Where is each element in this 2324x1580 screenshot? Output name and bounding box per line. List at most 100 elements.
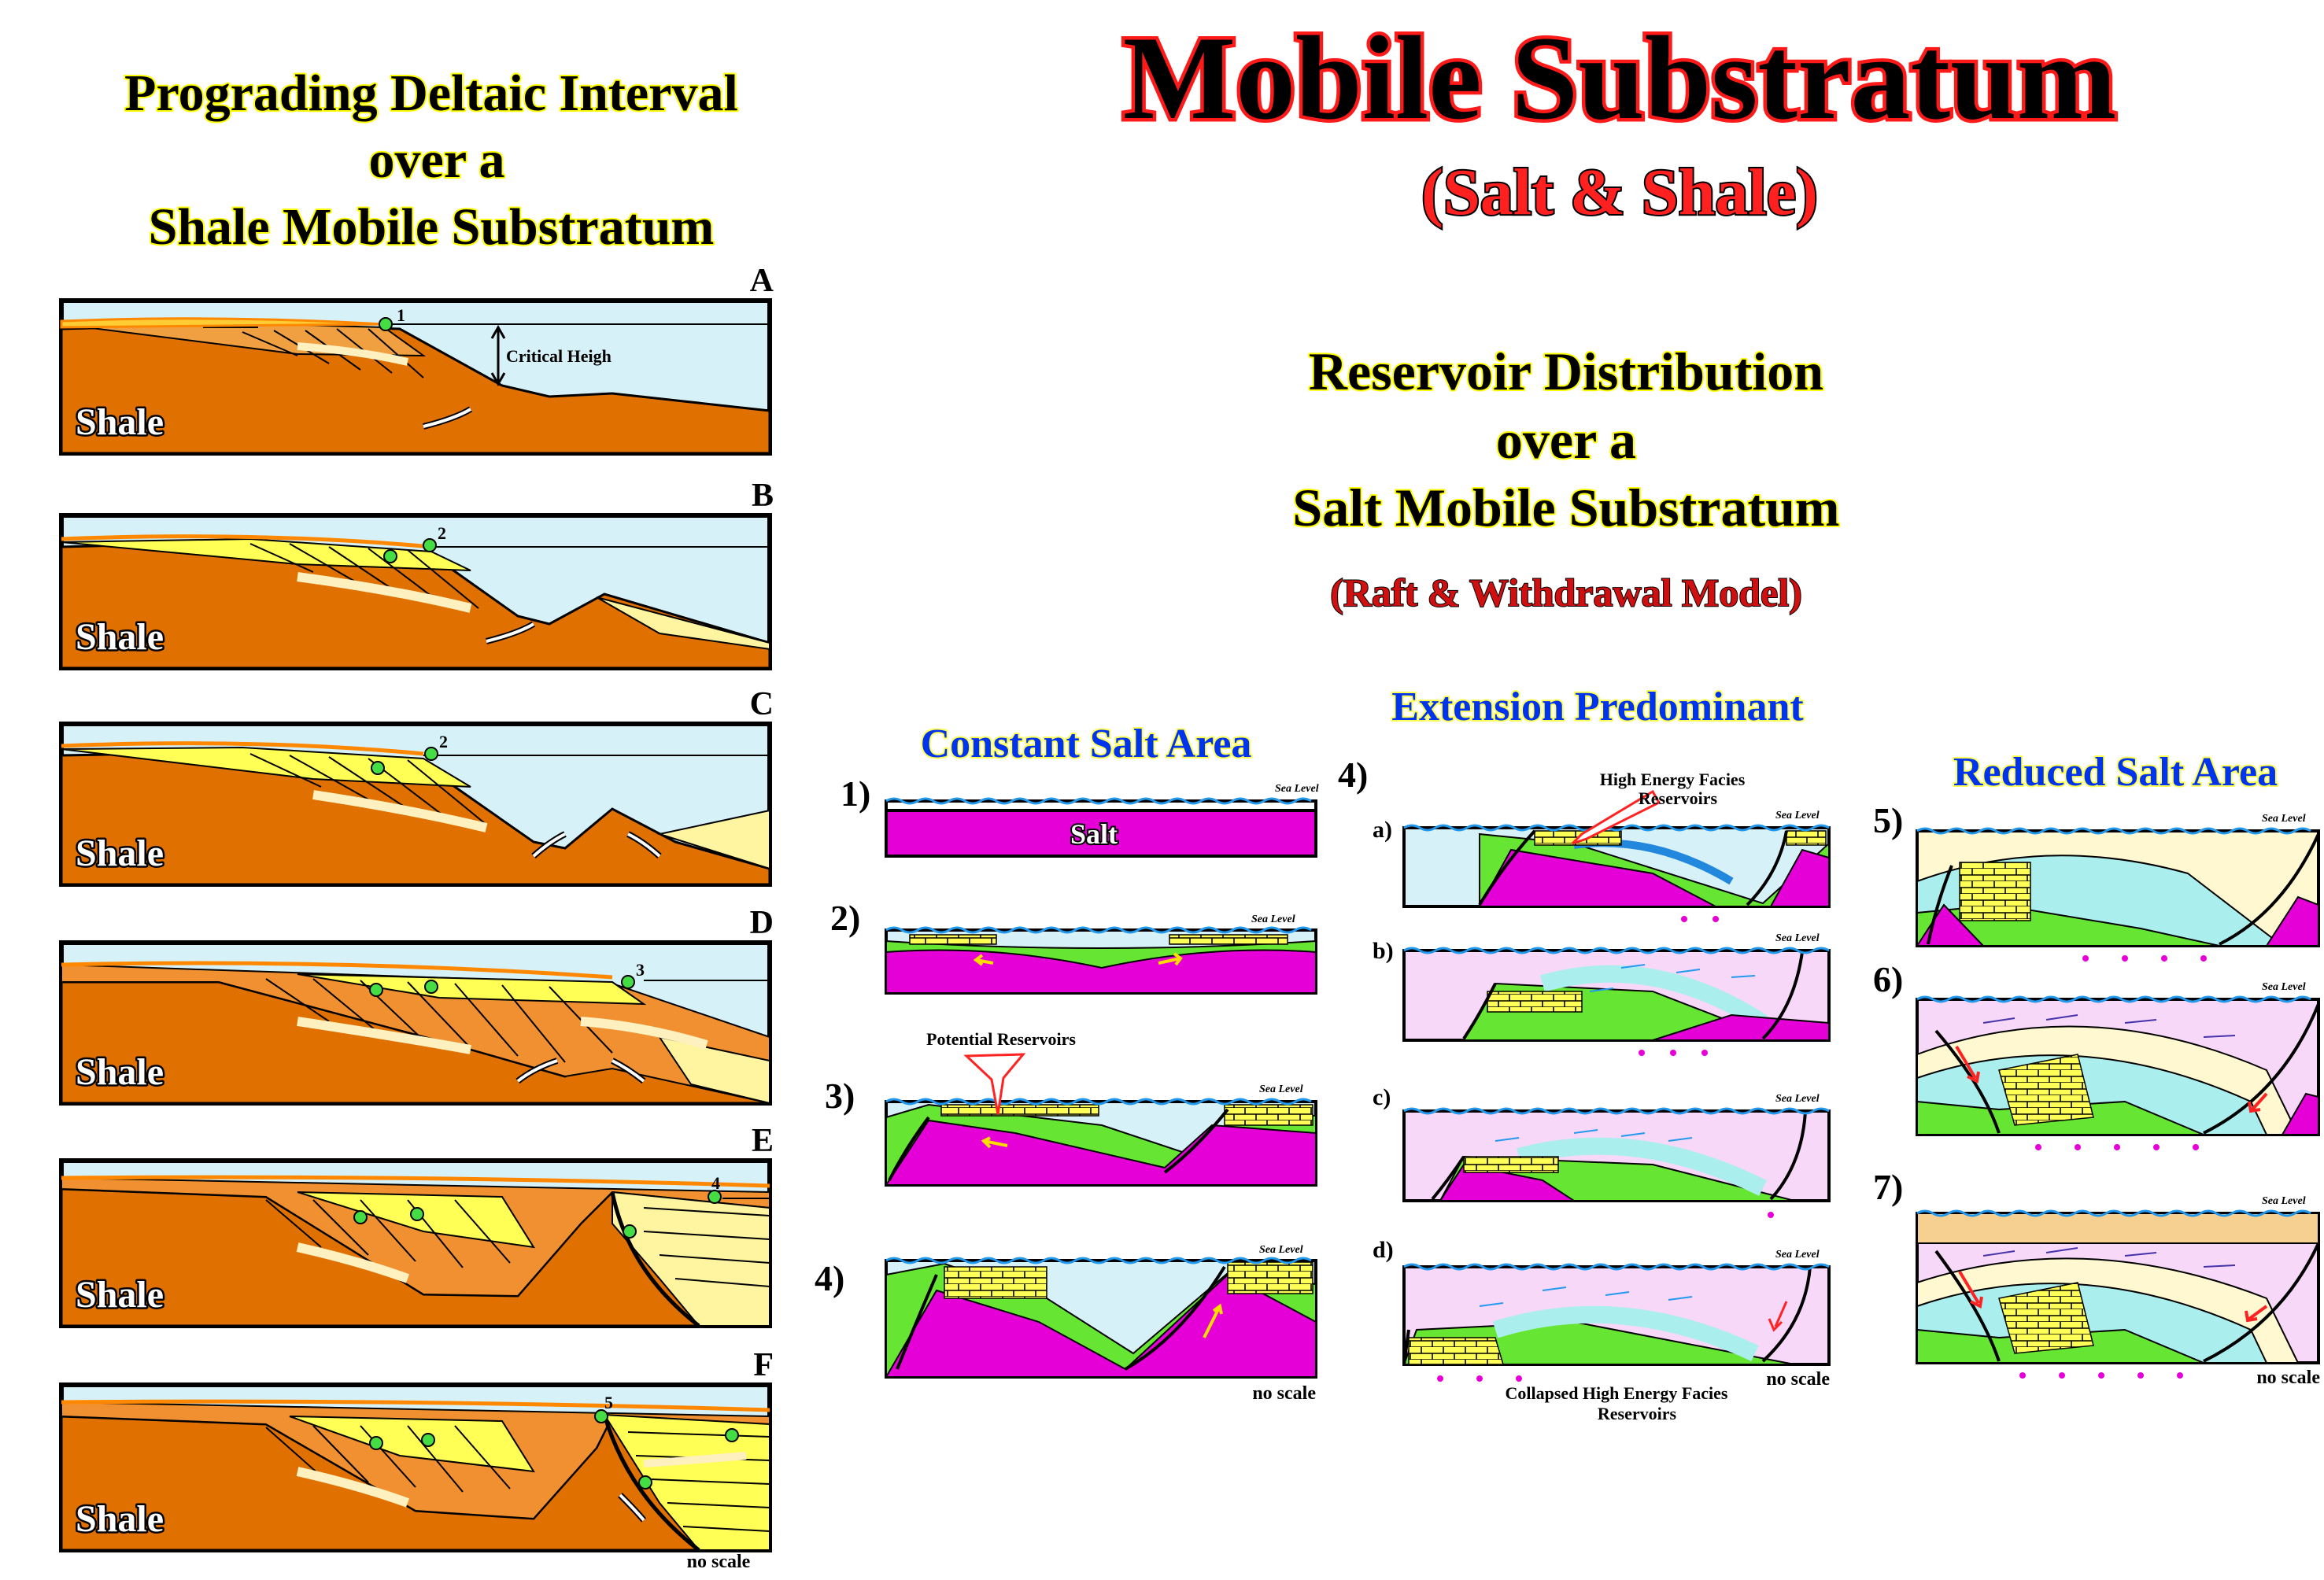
reduced-step-7-sea-wave bbox=[1916, 1209, 2311, 1217]
constant-step-3-fault-right bbox=[1163, 1108, 1229, 1174]
reduced-step-6-water-ticks bbox=[1982, 1014, 2236, 1038]
collapsed-label-1: Collapsed High Energy Facies bbox=[1506, 1383, 1728, 1403]
panel-e-sand-lens bbox=[296, 1242, 410, 1283]
panel-e-layers bbox=[265, 1199, 770, 1287]
constant-step-1-sea-wave bbox=[885, 797, 1312, 805]
constant-step-4-carbonate-left bbox=[944, 1266, 1047, 1299]
extension-c-cyan-band bbox=[1517, 1137, 1767, 1196]
constant-step-3-sea-wave bbox=[885, 1098, 1312, 1106]
panel-f-shale-label: Shale bbox=[76, 1498, 164, 1540]
panel-e-top-sand bbox=[61, 1175, 770, 1188]
panel-e-point-1 bbox=[353, 1210, 368, 1224]
potential-reservoirs-callout bbox=[963, 1053, 1026, 1115]
critical-height-label: Critical Heigh bbox=[506, 346, 611, 366]
panel-c-flow-arrow-right bbox=[627, 832, 661, 858]
extension-a: a) Sea Level High Energy Facies Reservoi… bbox=[1373, 770, 1831, 922]
constant-step-3-sea-level: Sea Level bbox=[1259, 1083, 1303, 1095]
constant-step-2-arrow-right bbox=[1158, 952, 1183, 966]
constant-step-4-sea-wave bbox=[885, 1257, 1312, 1264]
reduced-salt-heading: Reduced Salt Area bbox=[1953, 750, 2278, 795]
reduced-no-scale: no scale bbox=[2256, 1368, 2320, 1388]
panel-a-sand-lens bbox=[297, 342, 409, 366]
reduced-step-6-fault-right bbox=[2203, 1003, 2320, 1135]
constant-step-3-fault-left bbox=[888, 1116, 930, 1181]
constant-step-4-fault-right bbox=[1125, 1265, 1226, 1371]
reduced-step-5-dot-4 bbox=[2200, 955, 2207, 962]
reduced-step-6-dot-2 bbox=[2075, 1144, 2081, 1150]
panel-f-sand-lens-1 bbox=[296, 1467, 410, 1508]
panel-a: A 1 Critical Heigh Shale bbox=[59, 263, 774, 456]
panel-f-fault bbox=[602, 1414, 700, 1552]
extension-c: c) Sea Level bbox=[1373, 1084, 1831, 1218]
constant-step-2-sea-level: Sea Level bbox=[1251, 914, 1295, 925]
extension-b-label: b) bbox=[1373, 938, 1394, 964]
right-title-line-3: Salt Mobile Substratum bbox=[1292, 478, 1839, 537]
extension-d-sea-wave bbox=[1403, 1263, 1830, 1271]
panel-b-sand-lens bbox=[297, 572, 472, 613]
panel-c-point-2 bbox=[424, 747, 438, 761]
reduced-step-7-sea-level: Sea Level bbox=[2262, 1195, 2306, 1207]
panel-e-shale-label: Shale bbox=[76, 1274, 164, 1316]
left-title-line-2: over a bbox=[369, 131, 505, 189]
panel-b-shale-label: Shale bbox=[76, 616, 164, 658]
panel-b: B 2 Shale bbox=[59, 478, 774, 670]
panel-c-top-sand bbox=[61, 741, 424, 756]
reduced-step-7-dot-4 bbox=[2137, 1372, 2144, 1379]
reduced-step-7-label: 7) bbox=[1873, 1167, 1903, 1207]
left-title-line-1: Prograding Deltaic Interval bbox=[124, 65, 738, 122]
reduced-step-6-dot-4 bbox=[2153, 1144, 2160, 1150]
extension-b-water-ticks bbox=[1589, 964, 1756, 992]
panel-d-point-label: 3 bbox=[636, 960, 645, 980]
potential-reservoirs-label: Potential Reservoirs bbox=[926, 1029, 1076, 1049]
extension-b-salt bbox=[1652, 1013, 1830, 1041]
constant-step-3-arrow bbox=[981, 1136, 1008, 1149]
constant-step-4-label: 4) bbox=[815, 1258, 844, 1298]
panel-d-letter: D bbox=[750, 905, 774, 941]
reduced-step-6: 6) Sea Level bbox=[1873, 959, 2320, 1150]
panel-d-sand-lens-1 bbox=[297, 1017, 472, 1054]
main-subtitle: (Salt & Shale) bbox=[1421, 156, 1818, 229]
panel-f-point-2 bbox=[421, 1433, 435, 1447]
reduced-step-6-sea-wave bbox=[1916, 995, 2311, 1003]
extension-a-fault-left bbox=[1478, 829, 1536, 906]
extension-d-water-ticks bbox=[1479, 1287, 1693, 1307]
extension-no-scale: no scale bbox=[1766, 1369, 1830, 1390]
panel-f-point-label: 5 bbox=[604, 1393, 613, 1412]
extension-a-dot-2 bbox=[1713, 916, 1719, 922]
panel-b-top-sand bbox=[61, 534, 432, 549]
constant-step-4-arrow bbox=[1203, 1303, 1223, 1338]
extension-a-salt-right bbox=[1769, 848, 1830, 907]
panel-c-basin-sand bbox=[656, 809, 770, 870]
left-title-line-3: Shale Mobile Substratum bbox=[149, 198, 715, 256]
panel-c-letter: C bbox=[750, 686, 774, 722]
reduced-step-7-dot-1 bbox=[2019, 1372, 2026, 1379]
extension-b-dot-2 bbox=[1670, 1050, 1676, 1056]
reduced-step-5-dot-2 bbox=[2122, 955, 2128, 962]
panel-c-point-1 bbox=[371, 761, 385, 775]
reduced-step-7-orange-cap bbox=[1916, 1213, 2319, 1244]
reduced-step-6-fault-left bbox=[1934, 1029, 2001, 1134]
extension-a-fault-right bbox=[1746, 830, 1788, 906]
reduced-step-7-water-ticks bbox=[1982, 1247, 2236, 1268]
extension-d-cyan-band bbox=[1492, 1305, 1759, 1361]
extension-b-fault-right bbox=[1761, 951, 1804, 1040]
panel-d-point-2 bbox=[424, 980, 438, 994]
extension-c-carbonate bbox=[1463, 1156, 1559, 1173]
extension-b-fault-left bbox=[1462, 983, 1497, 1040]
panel-c-point-label: 2 bbox=[439, 732, 448, 751]
extension-c-label: c) bbox=[1373, 1084, 1391, 1110]
panel-c-sand-lens bbox=[312, 790, 488, 832]
constant-step-4-carbonate-right bbox=[1227, 1261, 1313, 1294]
panel-d-top-sand bbox=[61, 961, 613, 980]
panel-f-point-1 bbox=[369, 1436, 383, 1450]
panel-f-deltaic-wedge bbox=[289, 1416, 535, 1473]
extension-b-sea-wave bbox=[1403, 947, 1830, 954]
extension-d-collapsed-carbonate bbox=[1408, 1337, 1505, 1365]
panel-d-point-3 bbox=[621, 975, 635, 989]
extension-d-dot-1 bbox=[1437, 1375, 1443, 1382]
reduced-step-5-sea-wave bbox=[1916, 827, 2311, 835]
panel-c-shale-label: Shale bbox=[76, 832, 164, 874]
panel-e-letter: E bbox=[752, 1123, 774, 1159]
reduced-step-5-fault-left bbox=[1927, 865, 1953, 945]
